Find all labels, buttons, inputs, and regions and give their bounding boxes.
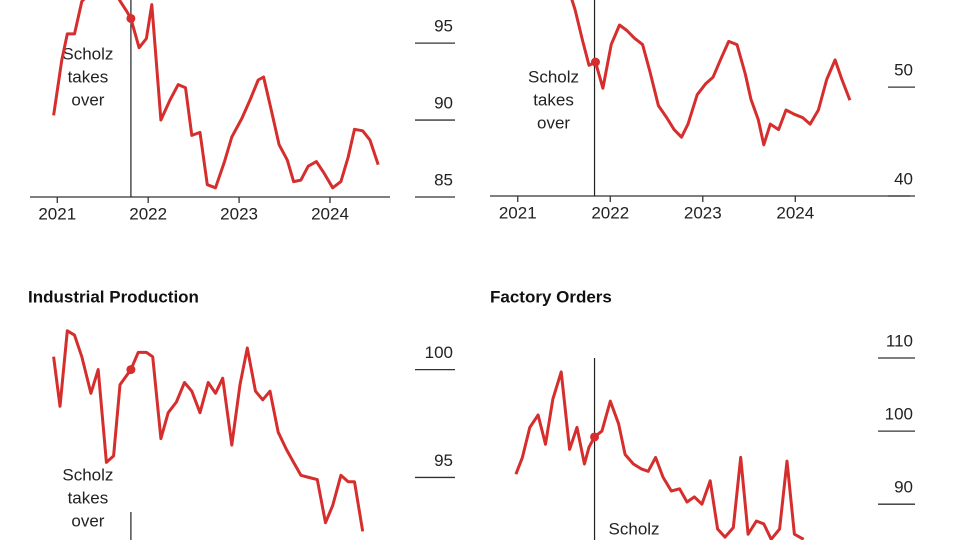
series-line <box>570 0 852 147</box>
y-tick-label: 90 <box>434 94 453 113</box>
takeover-dot <box>126 365 136 375</box>
annotation-text: Scholz <box>609 519 660 538</box>
y-tick-label: 110 <box>886 331 913 350</box>
series-line <box>52 329 365 532</box>
x-tick-label: 2021 <box>499 203 537 222</box>
y-tick-label: 95 <box>434 17 453 36</box>
annotation-text: takes <box>68 67 109 86</box>
x-tick-label: 2022 <box>591 203 629 222</box>
series-line <box>514 370 805 540</box>
y-tick-label: 40 <box>894 169 913 188</box>
annotation-text: over <box>71 90 104 109</box>
annotation-text: takes <box>533 90 574 109</box>
panel-title: Industrial Production <box>28 287 199 306</box>
takeover-dot <box>126 13 136 23</box>
annotation-text: over <box>71 511 104 530</box>
annotation-text: Scholz <box>528 67 579 86</box>
takeover-dot <box>590 57 600 67</box>
annotation-text: takes <box>68 488 109 507</box>
x-tick-label: 2023 <box>220 204 258 223</box>
annotation-text: Scholz <box>62 465 113 484</box>
y-tick-label: 100 <box>885 405 913 424</box>
x-tick-label: 2024 <box>311 204 349 223</box>
x-tick-label: 2021 <box>38 204 76 223</box>
annotation-text: over <box>537 113 570 132</box>
takeover-dot <box>590 432 600 442</box>
panel-title: Factory Orders <box>490 287 612 306</box>
y-tick-label: 50 <box>894 61 913 80</box>
y-tick-label: 85 <box>434 170 453 189</box>
annotation-text: Scholz <box>62 44 113 63</box>
x-tick-label: 2023 <box>684 203 722 222</box>
x-tick-label: 2022 <box>129 204 167 223</box>
y-tick-label: 95 <box>434 451 453 470</box>
y-tick-label: 90 <box>894 478 913 497</box>
x-tick-label: 2024 <box>776 203 814 222</box>
y-tick-label: 100 <box>425 343 453 362</box>
